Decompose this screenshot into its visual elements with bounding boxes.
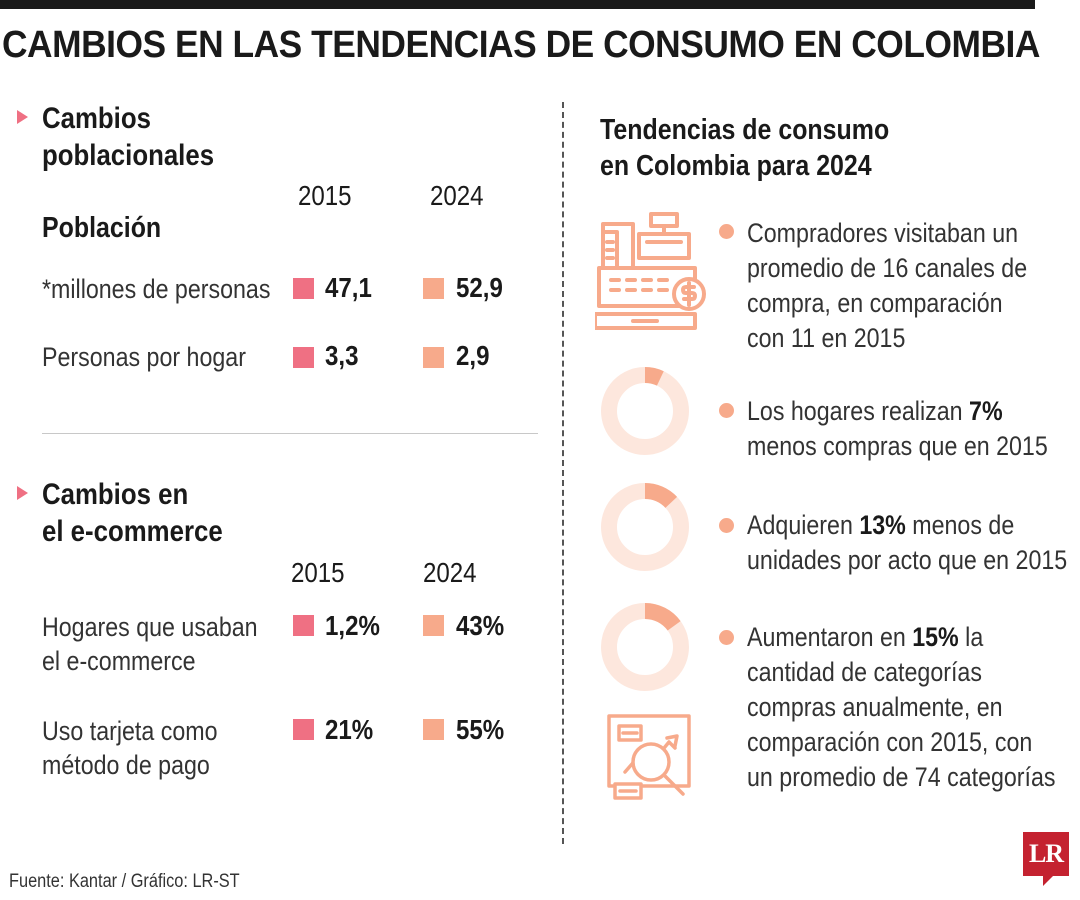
column-divider	[562, 102, 564, 844]
trend-item-categorias: Aumentaron en 15% la cantidad de categor…	[747, 622, 1056, 792]
bullet-dot	[719, 518, 734, 533]
legend-swatch-2015	[293, 615, 314, 636]
trend-item-unidades: Adquieren 13% menos de unidades por acto…	[747, 510, 1068, 575]
lr-logo: LR	[1023, 832, 1069, 876]
year-2015-label: 2015	[298, 180, 352, 211]
value-hogares-ecommerce-2024: 43%	[456, 610, 505, 641]
donut-arc-7	[644, 367, 664, 386]
value-millones-2024: 52,9	[456, 272, 503, 303]
lr-logo-tail	[1043, 876, 1053, 886]
value-tarjeta-2015: 21%	[325, 714, 374, 745]
legend-swatch-2024	[423, 615, 444, 636]
trend-item-canales: Compradores visitaban un promedio de 16 …	[747, 218, 1028, 353]
value-tarjeta-2024: 55%	[456, 714, 505, 745]
legend-swatch-2024	[423, 719, 444, 740]
bullet-dot	[719, 224, 734, 239]
row-label-hogares-ecommerce: Hogares que usaban el e-commerce	[42, 612, 258, 676]
legend-swatch-2015	[293, 347, 314, 368]
trend-item-compras: Los hogares realizan 7% menos compras qu…	[747, 396, 1048, 461]
value-personas-hogar-2015: 3,3	[325, 340, 359, 371]
donut-13-icon	[601, 483, 689, 571]
row-label-millones: *millones de personas	[42, 274, 271, 304]
poblacion-subtitle: Población	[42, 212, 162, 244]
value-millones-2015: 47,1	[325, 272, 372, 303]
legend-swatch-2015	[293, 719, 314, 740]
top-rule	[0, 0, 1035, 9]
year-2015-label: 2015	[291, 557, 345, 588]
legend-swatch-2015	[293, 278, 314, 299]
donut-15-icon	[601, 603, 689, 691]
analytics-magnifier-icon	[607, 714, 691, 800]
year-2024-label: 2024	[423, 557, 477, 588]
value-personas-hogar-2024: 2,9	[456, 340, 490, 371]
legend-swatch-2024	[423, 278, 444, 299]
bullet-dot	[719, 630, 734, 645]
cash-register-icon	[595, 212, 706, 330]
row-label-personas-hogar: Personas por hogar	[42, 342, 246, 372]
section-arrow-icon	[17, 110, 28, 124]
section-divider	[42, 433, 538, 434]
donut-arc-13	[644, 483, 678, 509]
year-2024-label: 2024	[430, 180, 484, 211]
donut-7-icon	[601, 367, 689, 455]
source-note: Fuente: Kantar / Gráfico: LR-ST	[9, 871, 240, 892]
legend-swatch-2024	[423, 347, 444, 368]
value-hogares-ecommerce-2015: 1,2%	[325, 610, 380, 641]
section-arrow-icon	[17, 486, 28, 500]
bullet-dot	[719, 403, 734, 418]
section-title-poblacion: Cambios poblacionales	[42, 102, 215, 172]
section-title-ecommerce: Cambios en el e-commerce	[42, 478, 223, 548]
donut-arc-15	[644, 603, 681, 631]
tendencias-title: Tendencias de consumo en Colombia para 2…	[600, 114, 890, 182]
row-label-tarjeta: Uso tarjeta como método de pago	[42, 716, 218, 780]
main-title: CAMBIOS EN LAS TENDENCIAS DE CONSUMO EN …	[2, 24, 1040, 66]
